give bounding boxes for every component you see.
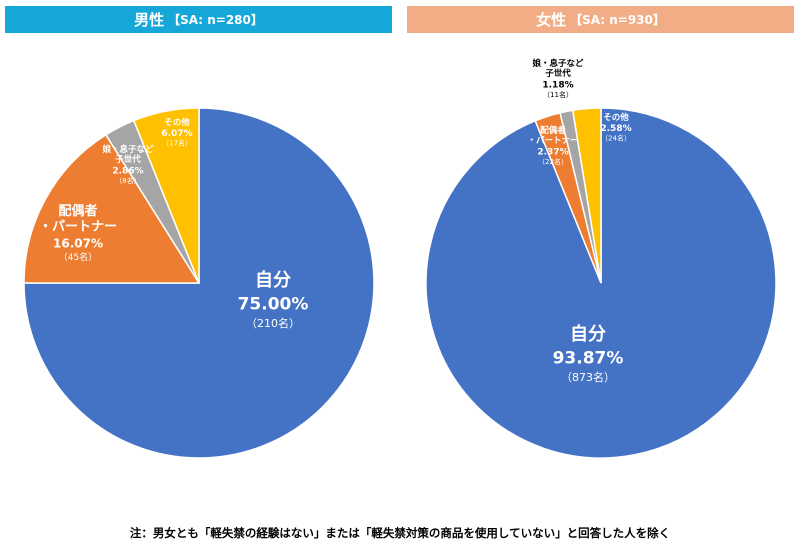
male-label-self-percent: 75.00% [238,294,309,314]
female-label-child-name: 子世代 [545,68,571,79]
male-label-child-count: （8名） [115,176,140,185]
female-chart-header: 女性 【SA: n=930】 [407,6,794,33]
male-slice-other [132,107,200,284]
female-label-child-name: 娘・息子など [532,58,584,69]
male-label-child-percent: 2.86% [112,166,143,176]
male-label-self-name: 自分 [255,269,291,291]
male-label-other-percent: 6.07% [161,129,192,139]
footnote: 注：男女とも「軽失禁の経験はない」または「軽失禁対策の商品を使用していない」と回… [129,526,671,540]
female-chart-title: 女性 [536,11,567,29]
female-label-other-name: その他 [603,112,629,123]
male-label-spouse-percent: 16.07% [53,236,103,250]
male-label-self: 自分 75.00% （210名） [238,269,309,330]
female-label-self-count: （873名） [561,370,615,384]
male-label-child-name: 娘・息子など [102,144,154,155]
female-label-spouse-name: ・パートナー [527,135,578,146]
male-label-child-name: 子世代 [115,154,141,165]
male-label-spouse-name: 配偶者 [58,203,97,219]
female-slice-other [571,107,602,284]
female-label-other-count: （24名） [601,134,631,143]
female-label-spouse-count: （22名） [538,157,568,166]
male-label-spouse-count: （45名） [59,251,97,263]
female-label-self-percent: 93.87% [553,348,624,368]
female-label-self-name: 自分 [570,323,606,345]
female-label-spouse-percent: 2.37% [537,147,568,157]
male-label-spouse-name: ・パートナー [39,220,117,235]
male-chart-title: 男性 [134,11,165,29]
female-chart-subtitle: 【SA: n=930】 [570,13,665,27]
female-label-self: 自分 93.87% （873名） [553,323,624,384]
male-chart-header: 男性 【SA: n=280】 [5,6,392,33]
female-label-spouse-name: 配偶者 [540,125,566,136]
female-label-other-percent: 2.58% [600,124,631,134]
male-slice-spouse [23,133,201,284]
male-label-self-count: （210名） [246,316,300,330]
female-label-child-percent: 1.18% [542,80,573,90]
male-chart-subtitle: 【SA: n=280】 [168,13,263,27]
male-label-other-name: その他 [164,117,190,128]
male-label-other-count: （17名） [162,139,192,148]
female-label-child-count: （11名） [543,90,573,99]
